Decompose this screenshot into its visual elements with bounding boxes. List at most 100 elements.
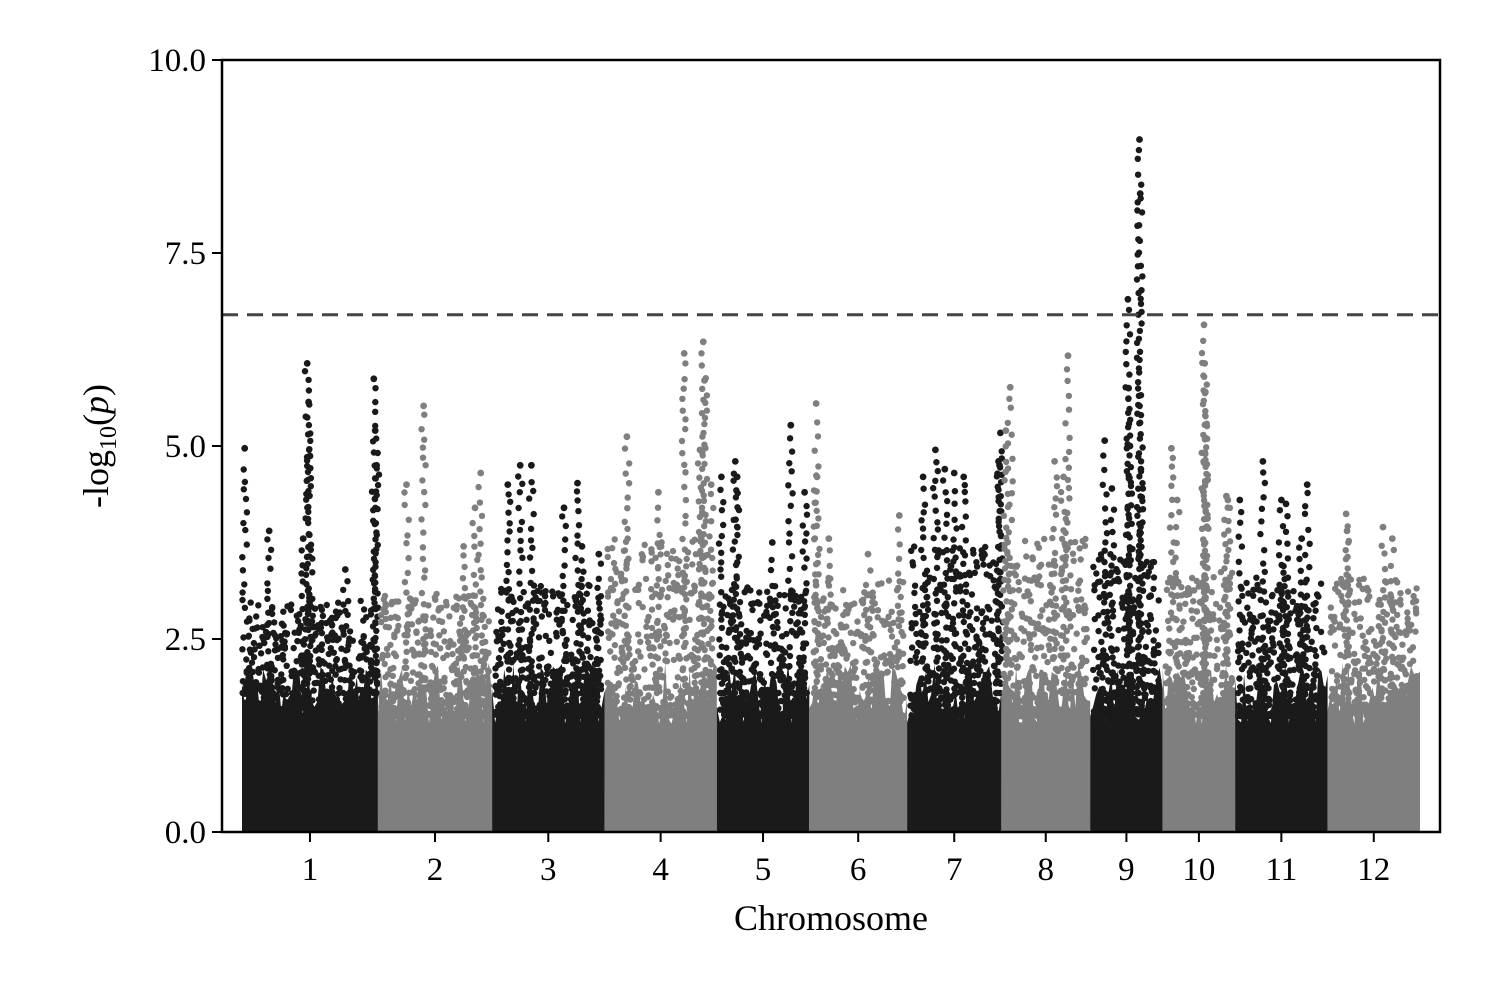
snp-point <box>330 712 337 719</box>
snp-point <box>1126 638 1134 645</box>
snp-point <box>953 525 960 532</box>
snp-point <box>1102 712 1110 719</box>
snp-point <box>997 591 1004 599</box>
chromosome-6-points <box>809 400 908 832</box>
snp-point <box>422 462 429 469</box>
snp-point <box>1053 474 1061 481</box>
snp-point <box>1006 570 1013 577</box>
snp-point <box>854 618 861 625</box>
snp-point <box>874 607 882 614</box>
snp-point <box>360 606 368 613</box>
snp-point <box>373 627 380 635</box>
snp-point <box>298 592 305 600</box>
snp-point <box>505 639 513 647</box>
snp-point <box>649 661 656 668</box>
snp-point <box>515 641 522 648</box>
snp-point <box>1138 308 1145 316</box>
peak-snp-point <box>265 527 273 535</box>
snp-point <box>656 666 664 673</box>
peak-snp-point <box>731 458 739 465</box>
snp-point <box>811 447 818 454</box>
snp-point <box>772 610 780 618</box>
snp-point <box>648 593 656 601</box>
snp-point <box>499 631 506 639</box>
snp-point <box>699 711 707 719</box>
snp-point <box>735 553 742 560</box>
snp-point <box>803 689 810 697</box>
snp-point <box>779 675 786 682</box>
snp-point <box>510 695 517 702</box>
snp-point <box>527 525 535 532</box>
snp-point <box>787 596 795 603</box>
snp-point <box>1075 603 1082 611</box>
snp-point <box>911 603 919 611</box>
snp-point <box>563 650 570 658</box>
snp-point <box>615 608 623 615</box>
snp-point <box>299 578 306 585</box>
snp-point <box>477 588 484 595</box>
snp-point <box>1004 611 1011 618</box>
snp-point <box>250 711 257 718</box>
snp-point <box>653 674 660 682</box>
snp-point <box>769 623 777 631</box>
snp-point <box>960 652 967 659</box>
snp-point <box>786 530 793 537</box>
snp-point <box>335 690 342 697</box>
snp-point <box>321 712 328 719</box>
snp-point <box>718 532 725 540</box>
snp-point <box>1037 582 1045 589</box>
snp-point <box>1007 562 1015 570</box>
snp-point <box>413 628 420 635</box>
snp-point <box>581 660 588 668</box>
snp-point <box>348 680 355 688</box>
snp-point <box>578 689 585 697</box>
snp-point <box>960 618 967 626</box>
snp-point <box>1126 452 1133 459</box>
snp-point <box>420 529 427 536</box>
snp-point <box>1058 586 1066 594</box>
snp-point <box>382 600 389 608</box>
snp-point <box>519 554 526 561</box>
snp-point <box>1050 525 1057 533</box>
snp-point <box>591 667 598 674</box>
snp-point <box>516 568 523 575</box>
snp-point <box>951 544 958 551</box>
snp-point <box>1052 495 1059 502</box>
snp-point <box>515 712 522 720</box>
snp-point <box>952 689 959 697</box>
snp-point <box>951 678 958 685</box>
snp-point <box>288 695 295 702</box>
snp-point <box>1146 612 1154 619</box>
snp-point <box>528 630 535 638</box>
snp-point <box>1123 322 1130 329</box>
snp-point <box>674 700 682 707</box>
snp-point <box>1045 700 1053 707</box>
snp-point <box>307 475 315 482</box>
snp-point <box>872 704 879 711</box>
snp-point <box>933 644 940 651</box>
snp-point <box>243 509 251 516</box>
snp-point <box>533 607 540 614</box>
snp-point <box>922 699 929 706</box>
chromosome-2-points <box>377 402 493 832</box>
snp-point <box>1006 707 1013 714</box>
snp-point <box>530 589 537 597</box>
snp-point <box>895 584 902 591</box>
snp-point <box>595 673 602 680</box>
snp-point <box>962 581 970 588</box>
snp-point <box>763 608 770 616</box>
snp-point <box>1142 691 1149 698</box>
snp-point <box>305 421 313 429</box>
snp-point <box>920 485 927 492</box>
snp-point <box>950 558 957 565</box>
snp-point <box>1109 654 1116 661</box>
snp-point <box>327 645 334 652</box>
snp-point <box>245 674 252 682</box>
peak-snp-point <box>303 360 311 367</box>
snp-point <box>372 398 379 406</box>
snp-point <box>668 555 675 562</box>
snp-point <box>561 546 568 554</box>
snp-point <box>504 626 512 633</box>
snp-point <box>562 536 569 543</box>
snp-point <box>694 638 702 646</box>
